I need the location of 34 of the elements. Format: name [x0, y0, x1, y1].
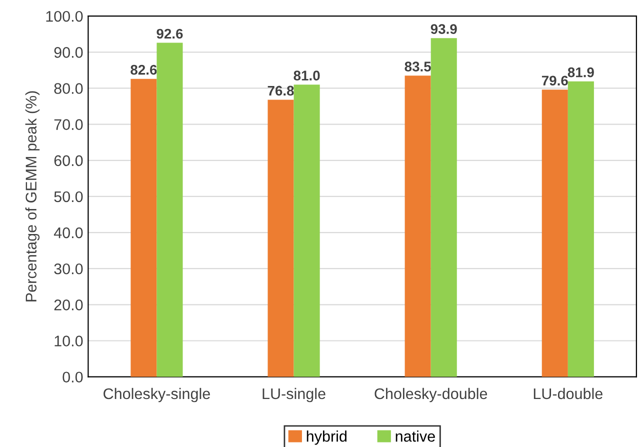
bar [268, 100, 294, 377]
y-tick-label: 80.0 [54, 83, 83, 94]
data-label: 81.0 [294, 70, 320, 80]
x-tick-label: LU-single [262, 388, 326, 402]
y-tick-label: 50.0 [54, 191, 83, 202]
x-tick-label: Cholesky-single [104, 388, 210, 402]
bar [294, 84, 320, 377]
legend-label: hybrid [306, 430, 346, 445]
y-tick-label: 70.0 [54, 119, 83, 130]
data-label: 82.6 [130, 64, 157, 75]
y-tick-label: 0.0 [62, 372, 83, 383]
data-label: 76.8 [268, 86, 294, 96]
y-axis-title: Percentage of GEMM peak (%) [25, 91, 40, 302]
data-label: 92.6 [156, 28, 183, 39]
y-tick-label: 20.0 [54, 300, 83, 310]
legend-label: native [396, 430, 435, 442]
bar [542, 90, 568, 377]
data-label: 83.5 [404, 62, 431, 72]
data-label: 79.6 [542, 76, 568, 86]
bar [156, 42, 183, 377]
y-tick-label: 60.0 [54, 155, 83, 166]
y-tick-label: 30.0 [54, 263, 83, 274]
x-tick-label: Cholesky-double [374, 388, 488, 402]
y-tick-label: 10.0 [54, 336, 83, 346]
bar [130, 78, 157, 377]
y-tick-label: 100.0 [46, 10, 83, 22]
x-tick-label: LU-double [534, 388, 602, 400]
y-tick-label: 90.0 [54, 47, 83, 58]
bar [404, 76, 431, 377]
data-label: 81.9 [568, 67, 594, 78]
data-label: 93.9 [430, 24, 457, 34]
y-tick-label: 40.0 [54, 227, 83, 238]
bar [430, 38, 457, 377]
bar [568, 81, 594, 377]
